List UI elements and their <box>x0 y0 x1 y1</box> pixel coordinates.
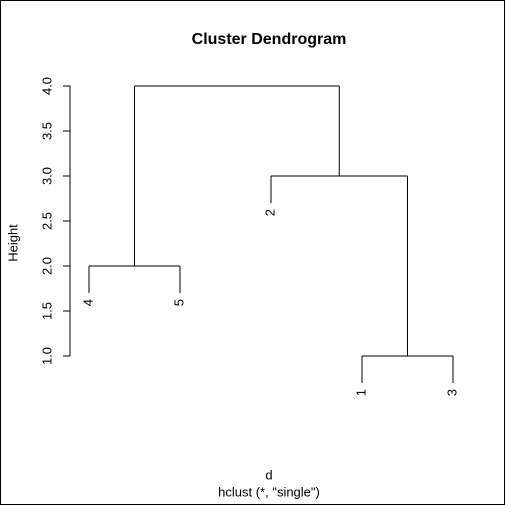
subtitle: hclust (*, "single") <box>218 484 320 499</box>
x-axis-label: d <box>265 467 272 482</box>
leaf-label: 1 <box>353 389 368 396</box>
leaf-label: 4 <box>80 299 95 306</box>
leaf-label: 5 <box>171 299 186 306</box>
y-tick-label: 4.0 <box>39 77 54 95</box>
y-tick-label: 2.0 <box>39 257 54 275</box>
y-tick-label: 2.5 <box>39 212 54 230</box>
y-tick-label: 3.0 <box>39 167 54 185</box>
y-tick-label: 1.5 <box>39 302 54 320</box>
leaf-label: 2 <box>262 209 277 216</box>
y-tick-label: 1.0 <box>39 347 54 365</box>
y-axis-label: Height <box>5 224 20 262</box>
leaf-label: 3 <box>444 389 459 396</box>
y-tick-label: 3.5 <box>39 122 54 140</box>
chart-title: Cluster Dendrogram <box>192 31 347 48</box>
